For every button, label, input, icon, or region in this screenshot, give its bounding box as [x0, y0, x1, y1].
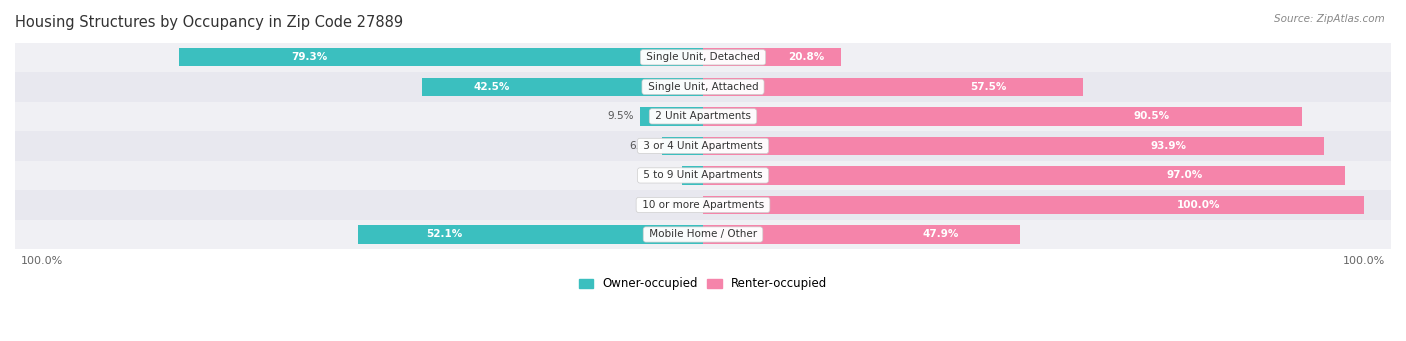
- Bar: [15, 190, 1391, 220]
- Bar: [15, 72, 1391, 102]
- Bar: [703, 166, 1344, 184]
- Bar: [422, 78, 703, 96]
- Text: 90.5%: 90.5%: [1133, 112, 1170, 121]
- Legend: Owner-occupied, Renter-occupied: Owner-occupied, Renter-occupied: [574, 273, 832, 295]
- Text: Single Unit, Attached: Single Unit, Attached: [644, 82, 762, 92]
- Text: 57.5%: 57.5%: [970, 82, 1007, 92]
- Text: Single Unit, Detached: Single Unit, Detached: [643, 52, 763, 62]
- Text: 3 or 4 Unit Apartments: 3 or 4 Unit Apartments: [640, 141, 766, 151]
- Bar: [179, 48, 703, 66]
- Bar: [703, 48, 841, 66]
- Text: 100.0%: 100.0%: [1177, 200, 1220, 210]
- Text: 79.3%: 79.3%: [291, 52, 328, 62]
- Text: Housing Structures by Occupancy in Zip Code 27889: Housing Structures by Occupancy in Zip C…: [15, 15, 404, 30]
- Bar: [662, 137, 703, 155]
- Text: 0.0%: 0.0%: [671, 200, 696, 210]
- Text: 10 or more Apartments: 10 or more Apartments: [638, 200, 768, 210]
- Bar: [703, 137, 1324, 155]
- Text: 20.8%: 20.8%: [787, 52, 824, 62]
- Text: 3.1%: 3.1%: [650, 170, 676, 180]
- Text: 5 to 9 Unit Apartments: 5 to 9 Unit Apartments: [640, 170, 766, 180]
- Bar: [703, 225, 1019, 243]
- Bar: [15, 131, 1391, 161]
- Text: Mobile Home / Other: Mobile Home / Other: [645, 229, 761, 239]
- Text: 97.0%: 97.0%: [1166, 170, 1202, 180]
- Text: 6.2%: 6.2%: [628, 141, 655, 151]
- Text: 2 Unit Apartments: 2 Unit Apartments: [652, 112, 754, 121]
- Bar: [15, 43, 1391, 72]
- Text: 47.9%: 47.9%: [922, 229, 959, 239]
- Bar: [703, 196, 1364, 214]
- Bar: [703, 107, 1302, 125]
- Bar: [359, 225, 703, 243]
- Bar: [15, 102, 1391, 131]
- Text: 93.9%: 93.9%: [1150, 141, 1187, 151]
- Text: Source: ZipAtlas.com: Source: ZipAtlas.com: [1274, 14, 1385, 24]
- Text: 9.5%: 9.5%: [607, 112, 634, 121]
- Text: 52.1%: 52.1%: [426, 229, 463, 239]
- Bar: [15, 161, 1391, 190]
- Bar: [15, 220, 1391, 249]
- Bar: [703, 78, 1083, 96]
- Bar: [682, 166, 703, 184]
- Bar: [640, 107, 703, 125]
- Text: 42.5%: 42.5%: [474, 82, 510, 92]
